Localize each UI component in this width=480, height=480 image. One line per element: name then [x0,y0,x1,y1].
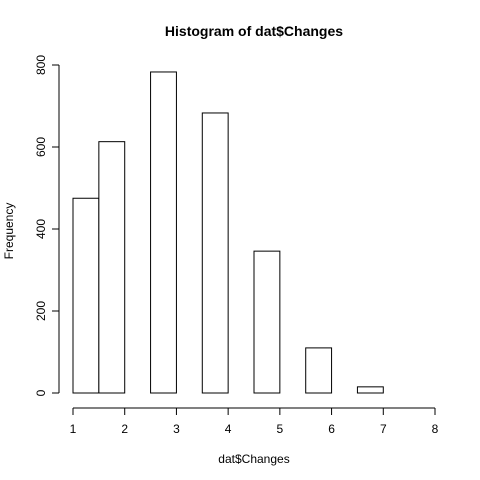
histogram-bar-2 [98,141,126,394]
y-axis-label: Frequency [2,203,16,260]
x-tick-label: 5 [277,422,284,436]
histogram-bar-7 [356,386,384,394]
bars-group [72,71,384,394]
histogram-bar-3 [150,71,177,394]
x-tick-label: 3 [173,422,180,436]
y-tick-label: 800 [34,55,48,75]
x-tick-label: 1 [70,422,77,436]
x-tick-label: 2 [121,422,128,436]
y-axis: 0 200 400 600 800 [34,55,60,396]
histogram-bar-6 [305,347,333,394]
histogram-bar-1 [72,197,100,394]
x-tick-label: 4 [225,422,232,436]
histogram-bar-5 [253,250,281,394]
y-tick-label: 0 [34,389,48,396]
x-axis-label: dat$Changes [218,452,289,466]
x-tick-label: 8 [432,422,439,436]
x-tick-label: 7 [380,422,387,436]
x-axis: 1 2 3 4 5 6 7 8 [70,407,439,436]
x-tick-label: 6 [328,422,335,436]
chart-title: Histogram of dat$Changes [165,23,343,39]
y-tick-label: 400 [34,219,48,239]
y-tick-label: 200 [34,301,48,321]
y-tick-label: 600 [34,137,48,157]
histogram-bar-4 [201,112,229,394]
